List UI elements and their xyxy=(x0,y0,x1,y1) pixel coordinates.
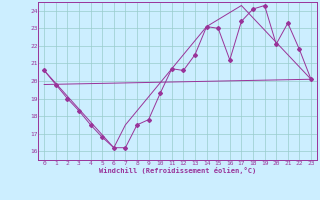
X-axis label: Windchill (Refroidissement éolien,°C): Windchill (Refroidissement éolien,°C) xyxy=(99,167,256,174)
